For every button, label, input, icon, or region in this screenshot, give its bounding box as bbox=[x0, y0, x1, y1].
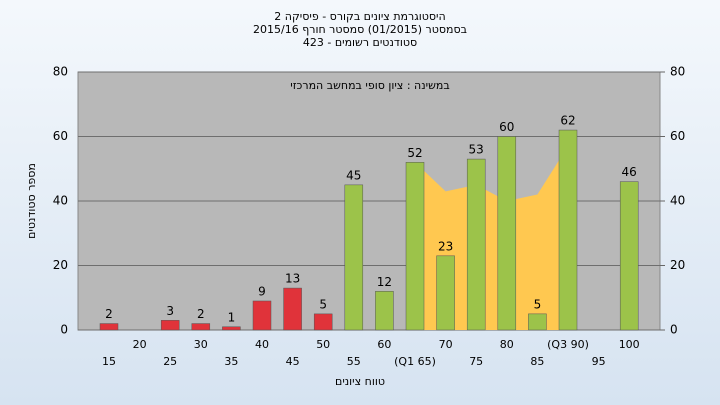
data-label: 2 bbox=[197, 307, 205, 321]
x-tick-label: 85 bbox=[530, 355, 544, 368]
data-label: 2 bbox=[105, 307, 113, 321]
bar bbox=[252, 300, 272, 331]
data-label: 12 bbox=[377, 275, 392, 289]
data-label: 5 bbox=[319, 297, 327, 311]
x-tick-label: 95 bbox=[592, 355, 606, 368]
bar bbox=[528, 313, 547, 331]
x-tick-label: 55 bbox=[347, 355, 361, 368]
y2-tick-label: 80 bbox=[670, 65, 685, 79]
bar bbox=[99, 323, 119, 331]
y-tick-label: 0 bbox=[60, 323, 68, 337]
x-axis-title: טווח ציונים bbox=[335, 375, 385, 388]
y-tick-label: 60 bbox=[53, 129, 68, 143]
y-tick-label: 20 bbox=[53, 258, 68, 272]
annotation: במשינה : ציון סופי במחשב המרכזי bbox=[290, 79, 449, 92]
bar bbox=[191, 323, 211, 331]
x-tick-label: 70 bbox=[439, 338, 453, 351]
data-label: 53 bbox=[469, 143, 484, 157]
bar bbox=[222, 326, 241, 331]
x-tick-label: 30 bbox=[194, 338, 208, 351]
bar bbox=[558, 129, 578, 331]
x-tick-label: 45 bbox=[286, 355, 300, 368]
data-label: 3 bbox=[166, 304, 174, 318]
data-label: 23 bbox=[438, 239, 453, 253]
bar bbox=[160, 320, 180, 331]
bar bbox=[283, 287, 302, 331]
y-axis-title: מספר סטודנטים bbox=[25, 163, 38, 239]
x-tick-label: 35 bbox=[224, 355, 238, 368]
data-label: 52 bbox=[407, 146, 422, 160]
x-tick-label: 15 bbox=[102, 355, 116, 368]
y-tick-label: 40 bbox=[53, 194, 68, 208]
y2-tick-label: 40 bbox=[670, 194, 685, 208]
y2-tick-label: 60 bbox=[670, 129, 685, 143]
y-tick-label: 80 bbox=[53, 65, 68, 79]
data-label: 1 bbox=[228, 310, 236, 324]
chart-subtitle: בסמסטר (01/2015) סמסטר חורף 2015/16 bbox=[253, 23, 467, 36]
chart-subtitle: סטודנטים רשומים - 423 bbox=[303, 36, 417, 49]
bar bbox=[436, 255, 455, 331]
bar bbox=[405, 162, 425, 331]
bar bbox=[313, 313, 333, 331]
data-label: 62 bbox=[560, 114, 575, 128]
bar bbox=[375, 291, 394, 331]
x-tick-label: 25 bbox=[163, 355, 177, 368]
data-label: 9 bbox=[258, 284, 266, 298]
x-tick-label: 100 bbox=[619, 338, 640, 351]
x-tick-label: 20 bbox=[133, 338, 147, 351]
bar bbox=[497, 136, 517, 331]
x-tick-label: 50 bbox=[316, 338, 330, 351]
x-tick-label: (Q1 65) bbox=[394, 355, 436, 368]
bar bbox=[344, 184, 364, 331]
x-tick-label: 60 bbox=[377, 338, 391, 351]
data-label: 13 bbox=[285, 272, 300, 286]
data-label: 5 bbox=[534, 297, 542, 311]
x-tick-label: 80 bbox=[500, 338, 514, 351]
x-tick-label: 40 bbox=[255, 338, 269, 351]
y2-tick-label: 0 bbox=[670, 323, 678, 337]
bar bbox=[619, 181, 639, 331]
data-label: 45 bbox=[346, 168, 361, 182]
y2-tick-label: 20 bbox=[670, 258, 685, 272]
x-tick-label: 75 bbox=[469, 355, 483, 368]
chart-title: היסטוגרמת ציונים בקורס - פיסיקה 2 bbox=[274, 10, 445, 23]
x-tick-label: (Q3 90) bbox=[547, 338, 589, 351]
data-label: 46 bbox=[622, 165, 637, 179]
bar bbox=[466, 158, 486, 331]
data-label: 60 bbox=[499, 120, 514, 134]
